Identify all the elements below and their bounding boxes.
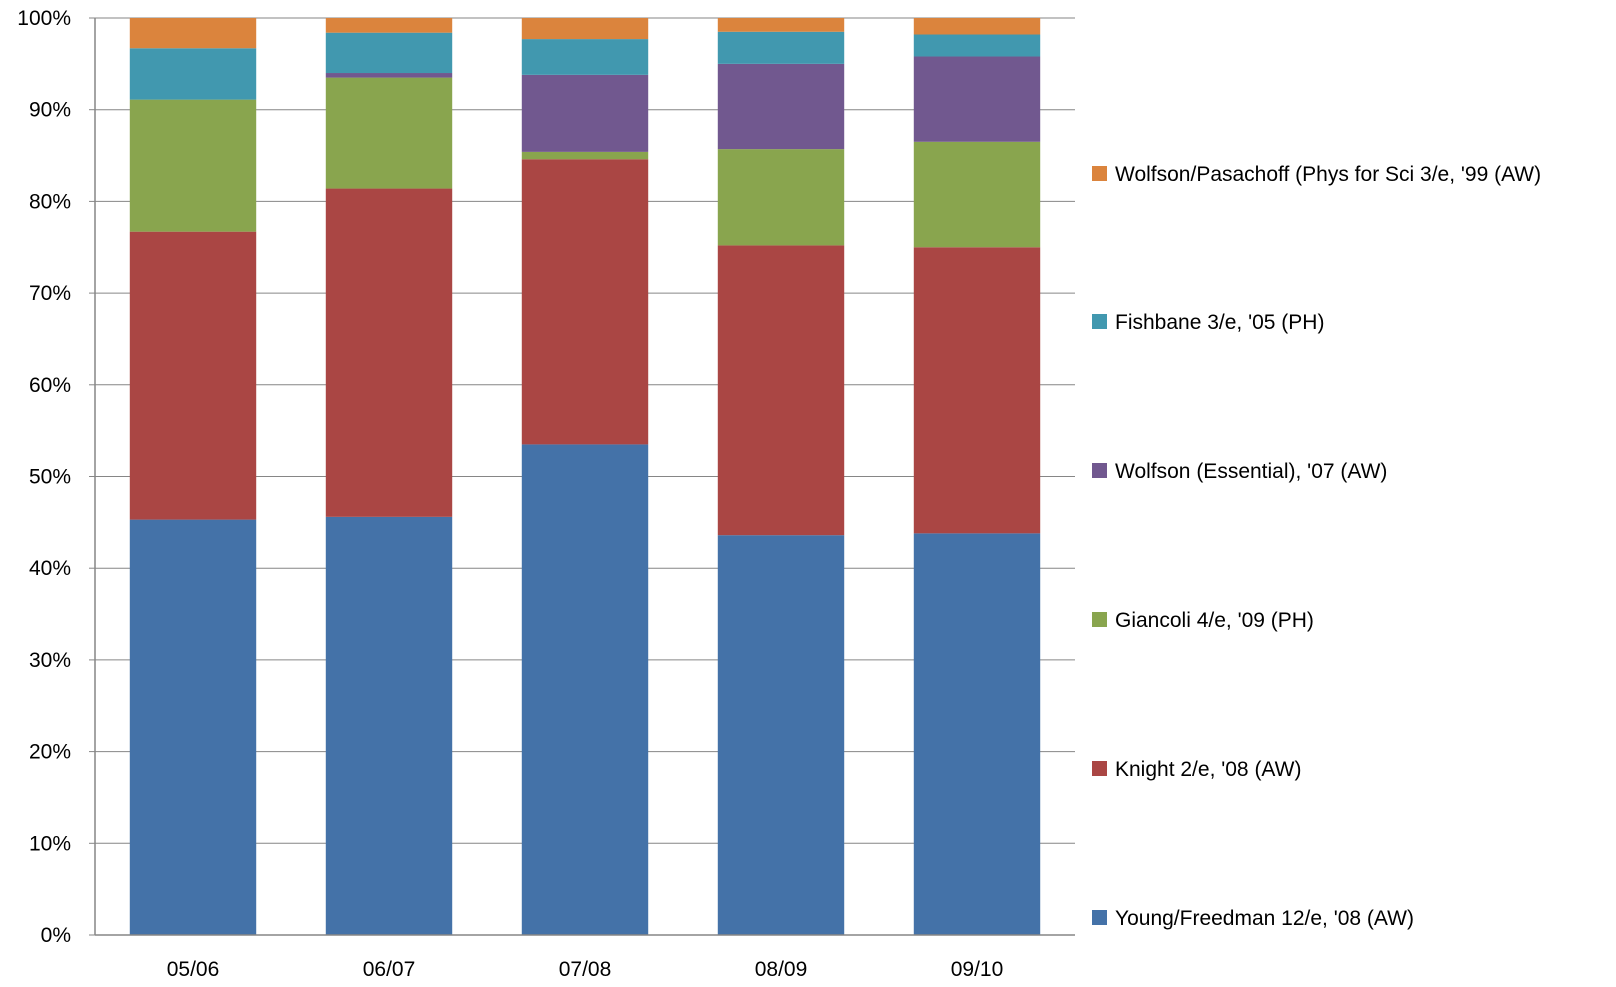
y-tick-label: 80% [29, 190, 71, 213]
y-tick-label: 40% [29, 557, 71, 580]
bar-segment [913, 34, 1041, 57]
y-tick-label: 70% [29, 282, 71, 305]
bar-segment [521, 39, 649, 75]
legend-label: Young/Freedman 12/e, '08 (AW) [1115, 907, 1414, 930]
bar-segment [913, 56, 1041, 142]
legend-swatch [1092, 463, 1107, 478]
legend: Wolfson/Pasachoff (Phys for Sci 3/e, '99… [1092, 163, 1541, 930]
legend-swatch [1092, 910, 1107, 925]
legend-label: Wolfson (Essential), '07 (AW) [1115, 460, 1387, 483]
y-tick-label: 50% [29, 466, 71, 489]
legend-label: Fishbane 3/e, '05 (PH) [1115, 311, 1324, 334]
bar-segment [129, 231, 257, 520]
bar-segment [717, 31, 845, 64]
bar-segment [129, 99, 257, 232]
legend-label: Wolfson/Pasachoff (Phys for Sci 3/e, '99… [1115, 163, 1541, 186]
legend-swatch [1092, 314, 1107, 329]
x-tick-label: 06/07 [363, 958, 416, 981]
bar-segment [325, 188, 453, 517]
bar-segment [325, 516, 453, 935]
bars [129, 18, 1041, 935]
bar-segment [325, 18, 453, 33]
bar-segment [913, 533, 1041, 935]
y-tick-label: 90% [29, 99, 71, 122]
legend-label: Giancoli 4/e, '09 (PH) [1115, 609, 1314, 632]
y-tick-labels: 0% 10% 20% 30% 40% 50% 60% 70% 80% 90% 100% [17, 7, 71, 947]
bar-segment [325, 73, 453, 78]
bar-segment [129, 48, 257, 100]
x-tick-labels: 05/06 06/07 07/08 08/09 09/10 [167, 958, 1004, 981]
y-tick-label: 0% [41, 924, 71, 947]
bar-segment [521, 444, 649, 935]
bar-segment [521, 74, 649, 152]
x-tick-label: 08/09 [755, 958, 808, 981]
bar-segment [521, 159, 649, 445]
y-tick-label: 10% [29, 832, 71, 855]
bar-segment [717, 245, 845, 536]
bar-segment [717, 63, 845, 150]
bar-segment [521, 151, 649, 160]
y-tick-label: 30% [29, 649, 71, 672]
bar-segment [717, 149, 845, 246]
y-tick-label: 100% [17, 7, 71, 30]
bar-segment [913, 247, 1041, 534]
legend-swatch [1092, 166, 1107, 181]
bar-segment [129, 519, 257, 935]
x-tick-label: 07/08 [559, 958, 612, 981]
y-tick-label: 60% [29, 374, 71, 397]
y-tick-label: 20% [29, 741, 71, 764]
axes [94, 18, 1075, 936]
x-tick-label: 09/10 [951, 958, 1004, 981]
legend-swatch [1092, 761, 1107, 776]
bar-segment [717, 535, 845, 935]
bar-segment [913, 18, 1041, 35]
bar-segment [325, 77, 453, 189]
legend-swatch [1092, 612, 1107, 627]
bar-segment [325, 32, 453, 74]
bar-segment [129, 18, 257, 49]
bar-segment [717, 18, 845, 32]
bar-segment [913, 141, 1041, 248]
bar-segment [521, 18, 649, 40]
legend-label: Knight 2/e, '08 (AW) [1115, 758, 1301, 781]
x-tick-label: 05/06 [167, 958, 220, 981]
